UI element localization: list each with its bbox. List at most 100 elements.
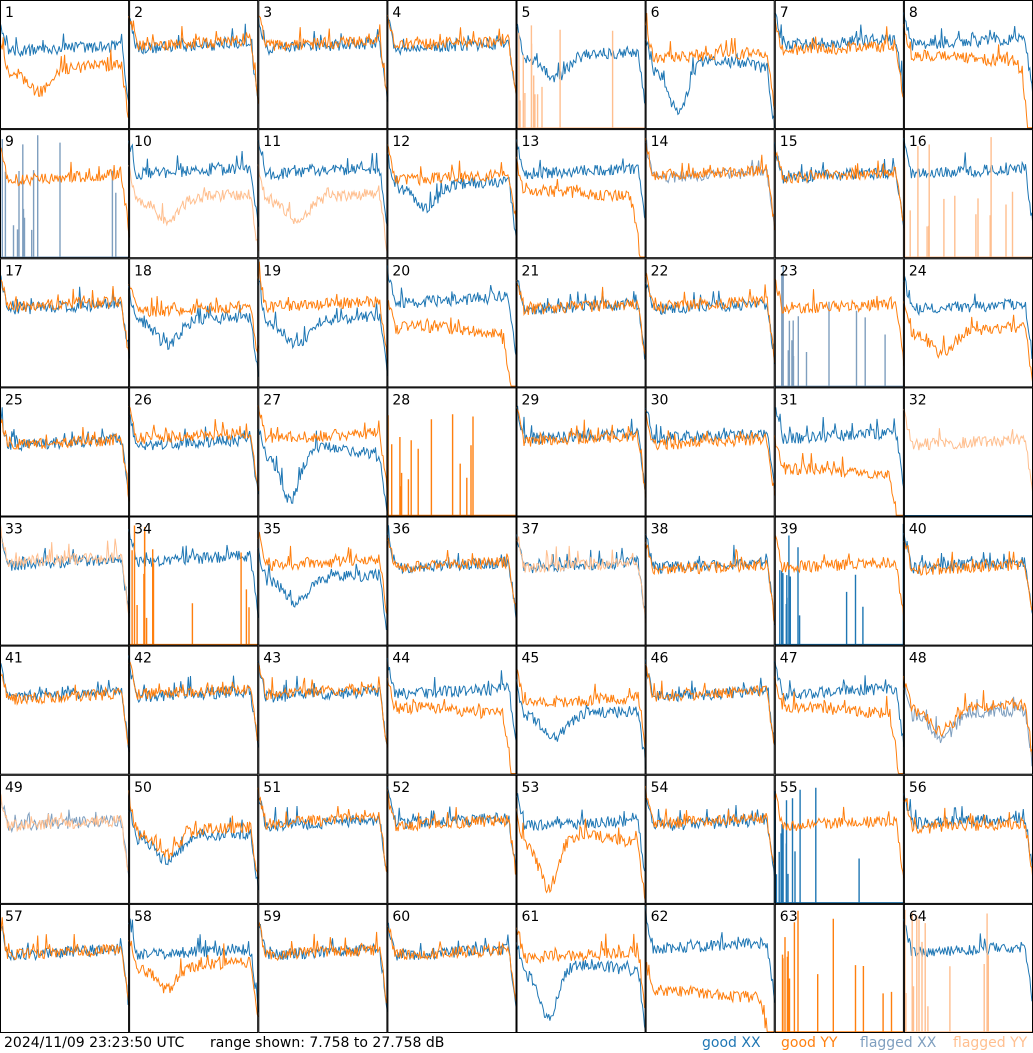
tile-border-17 xyxy=(0,258,130,388)
tile-label-38: 38 xyxy=(651,522,669,538)
series-yy-tile-26 xyxy=(128,405,259,492)
series-xx-tile-44 xyxy=(386,657,517,744)
tile-label-18: 18 xyxy=(134,263,152,279)
tile-border-53 xyxy=(516,774,646,904)
series-yy-tile-29 xyxy=(516,406,647,498)
tile-33: 33 xyxy=(0,516,130,646)
series-xx-tile-20 xyxy=(386,265,517,358)
tile-border-18 xyxy=(129,258,259,388)
series-xx-tile-36 xyxy=(386,525,517,623)
series-xx-tile-53 xyxy=(516,793,646,872)
tile-label-46: 46 xyxy=(651,651,669,667)
tile-border-7 xyxy=(774,0,904,130)
tile-label-7: 7 xyxy=(780,5,789,21)
series-xx-tile-58 xyxy=(128,918,259,1013)
tile-label-13: 13 xyxy=(522,134,540,150)
tile-18: 18 xyxy=(128,258,259,388)
tile-11: 11 xyxy=(257,129,388,259)
series-xx-tile-24 xyxy=(903,275,1033,359)
tile-19: 19 xyxy=(257,258,388,388)
tile-5: 5 xyxy=(516,0,647,130)
tile-label-14: 14 xyxy=(651,134,669,150)
series-yy-tile-64 xyxy=(903,909,1033,1033)
tile-34: 34 xyxy=(128,516,259,646)
series-yy-tile-17 xyxy=(0,279,130,354)
tile-label-62: 62 xyxy=(651,909,669,925)
series-xx-tile-59 xyxy=(257,923,388,1012)
series-yy-tile-58 xyxy=(128,939,259,1018)
tile-52: 52 xyxy=(386,774,517,904)
tile-label-36: 36 xyxy=(392,522,410,538)
series-yy-tile-12 xyxy=(386,144,517,232)
tile-border-12 xyxy=(387,129,517,259)
tile-border-43 xyxy=(258,645,388,775)
series-yy-tile-19 xyxy=(257,261,388,364)
tile-border-51 xyxy=(258,774,388,904)
tile-58: 58 xyxy=(128,903,259,1033)
series-xx-tile-45 xyxy=(516,679,647,770)
tile-label-11: 11 xyxy=(263,134,281,150)
tile-label-29: 29 xyxy=(522,392,540,408)
tile-13: 13 xyxy=(516,129,647,259)
series-xx-tile-29 xyxy=(516,405,647,495)
tile-label-56: 56 xyxy=(909,780,927,796)
tile-label-6: 6 xyxy=(651,5,660,21)
tile-label-22: 22 xyxy=(651,263,669,279)
series-yy-tile-54 xyxy=(645,785,776,874)
tile-28: 28 xyxy=(387,387,517,517)
series-xx-tile-4 xyxy=(386,17,517,98)
tile-border-36 xyxy=(387,516,517,646)
tile-label-16: 16 xyxy=(909,134,927,150)
series-yy-tile-31 xyxy=(774,435,904,516)
series-yy-tile-39 xyxy=(774,535,905,622)
tile-1: 1 xyxy=(0,0,130,130)
tile-label-34: 34 xyxy=(134,522,152,538)
legend-flagged-xx: flagged XX xyxy=(860,1035,937,1051)
series-yy-tile-32 xyxy=(903,408,1033,497)
series-xx-tile-16 xyxy=(903,138,1033,229)
series-xx-tile-9 xyxy=(0,135,130,258)
tile-29: 29 xyxy=(516,387,647,517)
series-xx-tile-21 xyxy=(516,279,647,360)
series-yy-tile-57 xyxy=(0,917,130,1007)
tile-label-42: 42 xyxy=(134,651,152,667)
tile-2: 2 xyxy=(128,0,259,130)
tile-border-22 xyxy=(645,258,775,388)
series-yy-tile-13 xyxy=(516,156,646,258)
tile-9: 9 xyxy=(0,129,130,259)
tile-label-63: 63 xyxy=(780,909,798,925)
tile-border-25 xyxy=(0,387,130,517)
series-xx-tile-43 xyxy=(257,660,388,746)
series-yy-tile-45 xyxy=(516,669,647,758)
series-xx-tile-30 xyxy=(645,408,776,489)
tile-border-15 xyxy=(774,129,904,259)
tile-border-10 xyxy=(129,129,259,259)
series-yy-tile-34 xyxy=(129,525,259,646)
tile-border-23 xyxy=(774,258,904,388)
series-yy-tile-22 xyxy=(645,272,776,363)
tile-label-47: 47 xyxy=(780,651,798,667)
series-xx-tile-10 xyxy=(128,140,259,227)
tile-30: 30 xyxy=(645,387,776,517)
footer-bar: 2024/11/09 23:23:50 UTC range shown: 7.7… xyxy=(0,1034,1033,1053)
tile-64: 64 xyxy=(903,903,1033,1033)
tile-label-8: 8 xyxy=(909,5,918,21)
tile-label-61: 61 xyxy=(522,909,540,925)
tile-label-39: 39 xyxy=(780,522,798,538)
series-yy-tile-23 xyxy=(774,278,905,366)
series-xx-tile-8 xyxy=(903,12,1033,99)
tile-23: 23 xyxy=(774,258,905,388)
tile-border-39 xyxy=(774,516,904,646)
tile-22: 22 xyxy=(645,258,776,388)
tile-label-33: 33 xyxy=(5,522,23,538)
tile-26: 26 xyxy=(128,387,259,517)
tile-border-3 xyxy=(258,0,388,130)
tile-42: 42 xyxy=(128,645,259,775)
tile-border-58 xyxy=(129,903,259,1033)
tile-border-28 xyxy=(387,387,517,517)
tile-label-24: 24 xyxy=(909,263,927,279)
series-yy-tile-24 xyxy=(903,301,1033,387)
tile-38: 38 xyxy=(645,516,776,646)
series-yy-tile-15 xyxy=(774,151,904,222)
tile-3: 3 xyxy=(257,0,388,130)
